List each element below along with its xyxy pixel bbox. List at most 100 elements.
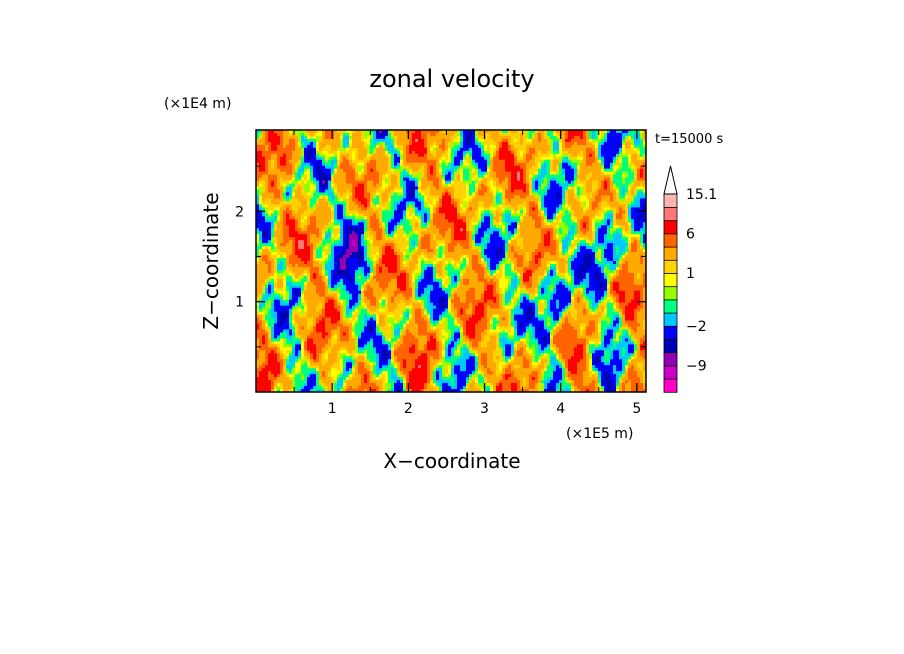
field-cell bbox=[283, 132, 287, 137]
field-cell bbox=[529, 177, 533, 182]
field-cell bbox=[346, 234, 350, 238]
field-cell bbox=[406, 198, 410, 202]
field-cell bbox=[271, 213, 275, 217]
field-cell bbox=[367, 201, 371, 205]
field-cell bbox=[358, 234, 362, 238]
field-cell bbox=[394, 153, 398, 158]
field-cell bbox=[343, 183, 347, 187]
field-cell bbox=[607, 216, 611, 220]
field-cell bbox=[574, 150, 578, 155]
field-cell bbox=[541, 225, 545, 229]
field-cell bbox=[391, 144, 395, 149]
field-cell bbox=[577, 141, 581, 146]
field-cell bbox=[274, 222, 278, 226]
field-cell bbox=[316, 186, 320, 190]
field-cell bbox=[454, 192, 458, 196]
field-cell bbox=[493, 192, 497, 196]
field-cell bbox=[526, 192, 530, 196]
field-cell bbox=[412, 192, 416, 196]
field-cell bbox=[391, 183, 395, 187]
field-cell bbox=[280, 180, 284, 184]
field-cell bbox=[271, 180, 275, 184]
field-cell bbox=[547, 156, 551, 161]
field-cell bbox=[538, 216, 542, 220]
field-cell bbox=[628, 156, 632, 161]
field-cell bbox=[322, 162, 326, 167]
field-cell bbox=[505, 234, 509, 238]
field-cell bbox=[610, 130, 614, 134]
field-cell bbox=[262, 192, 266, 196]
field-cell bbox=[289, 153, 293, 158]
field-cell bbox=[337, 192, 341, 196]
field-cell bbox=[340, 162, 344, 167]
field-cell bbox=[397, 135, 401, 140]
field-cell bbox=[361, 213, 365, 217]
field-cell bbox=[424, 141, 428, 146]
field-cell bbox=[499, 210, 503, 214]
field-cell bbox=[565, 195, 569, 199]
field-cell bbox=[298, 213, 302, 217]
field-cell bbox=[631, 234, 635, 238]
field-cell bbox=[550, 174, 554, 179]
field-cell bbox=[577, 225, 581, 229]
field-cell bbox=[313, 141, 317, 146]
field-cell bbox=[262, 219, 266, 223]
field-cell bbox=[367, 207, 371, 211]
field-cell bbox=[493, 141, 497, 146]
field-cell bbox=[625, 165, 629, 170]
field-cell bbox=[436, 204, 440, 208]
field-cell bbox=[568, 147, 572, 152]
field-cell bbox=[403, 168, 407, 173]
field-cell bbox=[577, 222, 581, 226]
field-cell bbox=[520, 177, 524, 182]
field-cell bbox=[508, 201, 512, 205]
field-cell bbox=[364, 234, 368, 238]
field-cell bbox=[418, 153, 422, 158]
field-cell bbox=[493, 240, 497, 244]
field-cell bbox=[346, 174, 350, 179]
field-cell bbox=[430, 204, 434, 208]
field-cell bbox=[445, 237, 449, 241]
field-cell bbox=[553, 222, 557, 226]
field-cell bbox=[622, 174, 626, 179]
field-cell bbox=[277, 165, 281, 170]
field-cell bbox=[553, 234, 557, 238]
field-cell bbox=[406, 171, 410, 176]
field-cell bbox=[577, 192, 581, 196]
field-cell bbox=[430, 186, 434, 190]
field-cell bbox=[325, 228, 329, 232]
field-cell bbox=[607, 210, 611, 214]
field-cell bbox=[289, 150, 293, 155]
field-cell bbox=[592, 132, 596, 137]
field-cell bbox=[379, 159, 383, 164]
field-cell bbox=[493, 225, 497, 229]
field-cell bbox=[340, 130, 344, 134]
field-cell bbox=[517, 207, 521, 211]
field-cell bbox=[607, 153, 611, 158]
field-cell bbox=[415, 240, 419, 244]
field-cell bbox=[613, 213, 617, 217]
field-cell bbox=[637, 171, 641, 176]
field-cell bbox=[541, 237, 545, 241]
field-cell bbox=[601, 171, 605, 176]
field-cell bbox=[262, 171, 266, 176]
field-cell bbox=[346, 198, 350, 202]
field-cell bbox=[517, 234, 521, 238]
field-cell bbox=[412, 159, 416, 164]
field-cell bbox=[547, 153, 551, 158]
field-cell bbox=[574, 147, 578, 152]
field-cell bbox=[457, 213, 461, 217]
field-cell bbox=[409, 135, 413, 140]
field-cell bbox=[340, 222, 344, 226]
field-cell bbox=[301, 159, 305, 164]
field-cell bbox=[586, 231, 590, 235]
field-cell bbox=[355, 198, 359, 202]
field-cell bbox=[535, 195, 539, 199]
field-cell bbox=[295, 207, 299, 211]
field-cell bbox=[577, 153, 581, 158]
field-cell bbox=[589, 150, 593, 155]
field-cell bbox=[562, 130, 566, 134]
field-cell bbox=[316, 138, 320, 143]
field-cell bbox=[640, 207, 644, 211]
field-cell bbox=[436, 186, 440, 190]
